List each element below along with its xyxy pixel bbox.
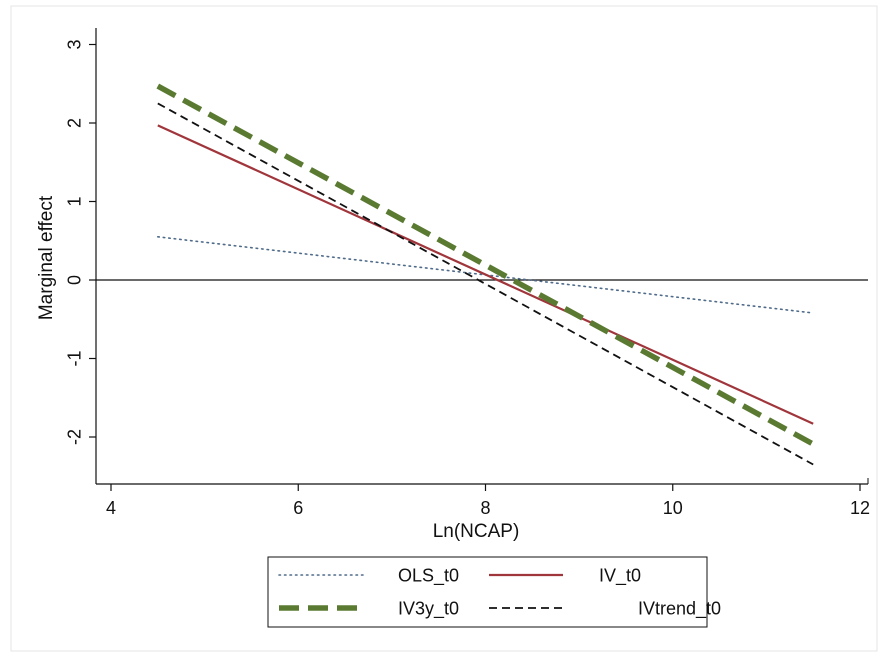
legend-box <box>267 556 708 628</box>
series-line-iv-t0 <box>157 124 814 425</box>
legend-items: OLS_t0 IV_t0 IV3y_t0 IVtrend_t0 <box>278 565 721 619</box>
y-axis-title: Marginal effect <box>36 195 57 320</box>
x-tick-label: 10 <box>663 498 683 518</box>
y-tick-label: 0 <box>64 275 84 285</box>
series-line-ivtrend-t0 <box>157 102 814 466</box>
y-tick-label: 1 <box>64 196 84 206</box>
figure-frame <box>10 5 878 652</box>
series-lines <box>156 83 815 466</box>
x-tick-label: 6 <box>293 498 303 518</box>
y-tick-label: -1 <box>64 350 84 366</box>
y-axis-ticks: -2 -1 0 1 2 3 <box>64 39 96 445</box>
series-line-iv3y-t0 <box>156 83 815 447</box>
x-tick-label: 4 <box>106 498 116 518</box>
y-tick-label: 3 <box>64 39 84 49</box>
y-tick-label: -2 <box>64 429 84 445</box>
x-axis-ticks: 4 6 8 10 12 <box>106 484 870 518</box>
legend-label-iv3y-t0: IV3y_t0 <box>398 598 459 619</box>
x-tick-label: 12 <box>850 498 870 518</box>
legend: OLS_t0 IV_t0 IV3y_t0 IVtrend_t0 <box>267 556 721 628</box>
x-axis-title: Ln(NCAP) <box>433 521 520 542</box>
x-tick-label: 8 <box>480 498 490 518</box>
legend-label-iv-t0: IV_t0 <box>599 565 641 586</box>
y-tick-label: 2 <box>64 118 84 128</box>
legend-label-ols-t0: OLS_t0 <box>398 565 459 586</box>
legend-label-ivtrend-t0: IVtrend_t0 <box>638 598 721 619</box>
